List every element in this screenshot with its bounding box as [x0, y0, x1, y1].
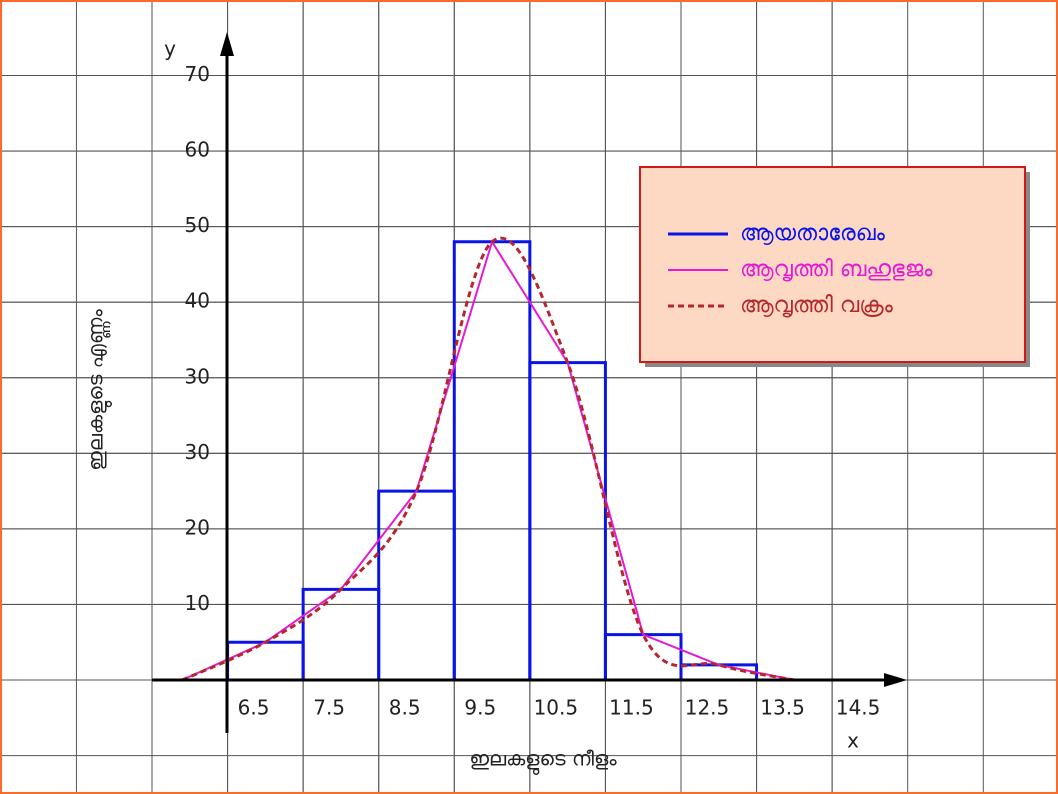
y-label: ഇലകളുടെ എണ്ണം — [84, 309, 112, 471]
y-tick-label: 30 — [185, 440, 210, 464]
y-tick-label: 50 — [185, 213, 210, 237]
legend-label: ആവൃത്തി വക്രം — [740, 293, 894, 318]
y-axis-arrow — [220, 32, 234, 56]
x-tick-label: 9.5 — [464, 696, 496, 720]
legend — [639, 166, 1026, 363]
x-tick-label: 11.5 — [609, 696, 654, 720]
y-tick-label: 10 — [185, 591, 210, 615]
legend-label: ആവൃത്തി ബഹുഭുജം — [740, 257, 933, 282]
plot — [181, 236, 795, 682]
x-label: ഇലകളുടെ നീളം — [469, 747, 617, 775]
y-tick-label: 40 — [185, 289, 210, 313]
y-tick-label: 70 — [185, 62, 210, 86]
x-tick-label: 6.5 — [238, 696, 270, 720]
x-tick-label: 7.5 — [313, 696, 345, 720]
x-tick-label: 12.5 — [685, 696, 730, 720]
x-axis-arrow — [884, 673, 907, 687]
frequency-curve — [181, 236, 795, 682]
y-tick-label: 30 — [185, 364, 210, 388]
x-tick-label: 10.5 — [534, 696, 579, 720]
x-tick-label: 13.5 — [760, 696, 805, 720]
x-tick-label: 14.5 — [836, 696, 881, 720]
y-tick-label: 60 — [185, 138, 210, 162]
y-tick-label: 20 — [185, 515, 210, 539]
y-axis-name: y — [164, 37, 176, 61]
x-axis-name: x — [847, 729, 859, 753]
x-tick-label: 8.5 — [389, 696, 421, 720]
legend-label: ആയതാരേഖം — [740, 221, 886, 246]
